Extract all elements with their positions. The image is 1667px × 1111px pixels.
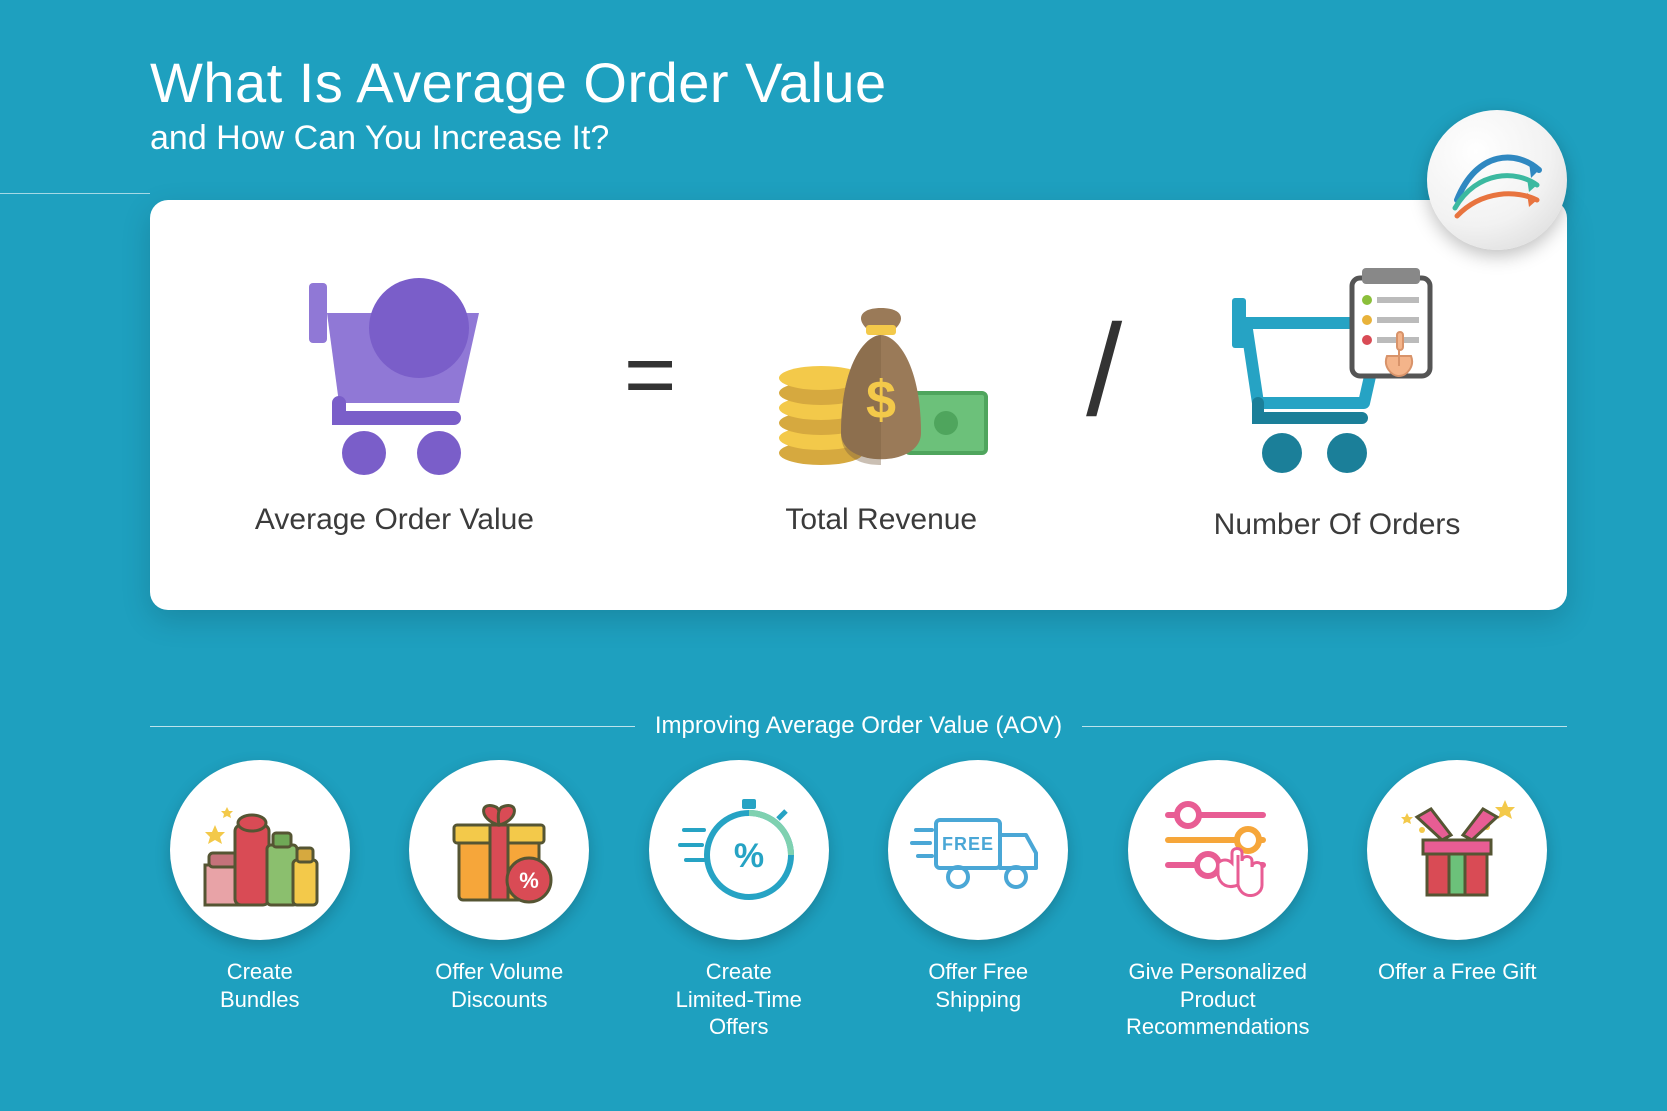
tip-personalized: Give PersonalizedProductRecommendations xyxy=(1108,760,1328,1041)
divide-operator: / xyxy=(1086,295,1122,445)
section-title-row: Improving Average Order Value (AOV) xyxy=(150,712,1567,740)
tip-bundles: CreateBundles xyxy=(150,760,370,1041)
tip-circle xyxy=(1128,760,1308,940)
tip-free-shipping: FREE Offer FreeShipping xyxy=(869,760,1089,1041)
tip-volume-discounts: % Offer VolumeDiscounts xyxy=(390,760,610,1041)
formula-revenue-label: Total Revenue xyxy=(785,503,977,537)
cart-checklist-icon xyxy=(1212,268,1462,488)
hand-sliders-icon xyxy=(1148,785,1288,915)
formula-aov-label: Average Order Value xyxy=(255,503,534,537)
tip-circle: % xyxy=(409,760,589,940)
tip-circle: FREE xyxy=(888,760,1068,940)
tip-caption: CreateBundles xyxy=(220,958,300,1013)
tip-circle: % xyxy=(649,760,829,940)
tip-caption: CreateLimited-TimeOffers xyxy=(676,958,802,1041)
svg-text:$: $ xyxy=(866,370,896,430)
tip-caption: Offer a Free Gift xyxy=(1378,958,1537,986)
tip-free-gift: Offer a Free Gift xyxy=(1348,760,1568,1041)
tip-circle xyxy=(1367,760,1547,940)
page-header: What Is Average Order Value and How Can … xyxy=(0,0,1667,178)
svg-text:FREE: FREE xyxy=(942,834,994,854)
swoosh-arrows-icon xyxy=(1447,130,1547,230)
shopping-cart-icon xyxy=(279,273,509,483)
brand-logo xyxy=(1427,110,1567,250)
divider-right xyxy=(1082,726,1567,727)
header-rule xyxy=(0,193,150,194)
svg-text:%: % xyxy=(519,868,539,893)
svg-text:%: % xyxy=(734,837,764,875)
formula-revenue: $ Total Revenue xyxy=(766,273,996,537)
free-truck-icon: FREE xyxy=(908,785,1048,915)
page-title: What Is Average Order Value xyxy=(150,50,1667,115)
formula-orders-label: Number Of Orders xyxy=(1214,508,1461,542)
formula-aov: Average Order Value xyxy=(255,273,534,537)
tips-row: CreateBundles % Offer VolumeDiscounts xyxy=(150,760,1567,1041)
open-gift-icon xyxy=(1387,785,1527,915)
discount-gift-icon: % xyxy=(434,785,564,915)
money-bag-icon: $ xyxy=(766,273,996,483)
equals-operator: = xyxy=(624,324,677,427)
tip-limited-time: % CreateLimited-TimeOffers xyxy=(629,760,849,1041)
tip-caption: Give PersonalizedProductRecommendations xyxy=(1126,958,1309,1041)
formula-orders: Number Of Orders xyxy=(1212,268,1462,542)
tip-caption: Offer FreeShipping xyxy=(928,958,1028,1013)
timer-percent-icon: % xyxy=(674,785,804,915)
tip-caption: Offer VolumeDiscounts xyxy=(435,958,563,1013)
bundles-icon xyxy=(195,785,325,915)
section-title: Improving Average Order Value (AOV) xyxy=(655,712,1062,740)
tip-circle xyxy=(170,760,350,940)
divider-left xyxy=(150,726,635,727)
formula-card: Average Order Value = $ Total Revenue / xyxy=(150,200,1567,610)
